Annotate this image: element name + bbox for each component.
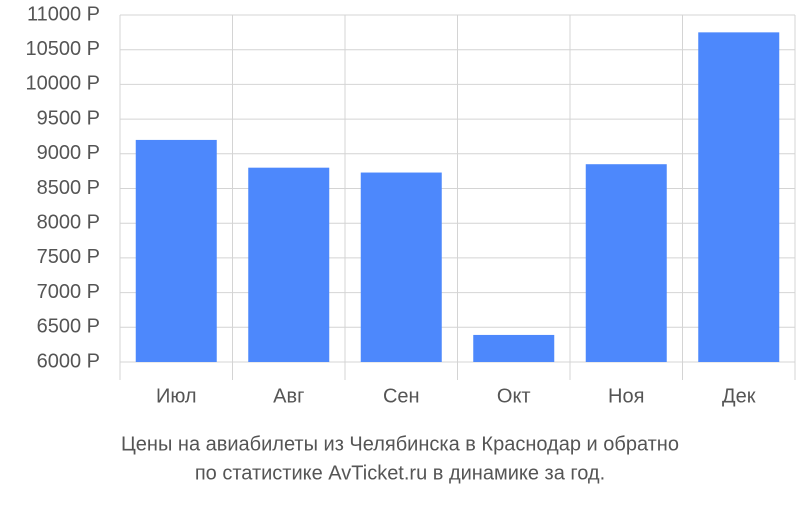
y-tick-label: 8000 Р — [37, 211, 100, 233]
y-tick-label: 10500 Р — [25, 38, 100, 60]
x-tick-label: Дек — [722, 385, 756, 407]
y-tick-label: 9000 Р — [37, 142, 100, 164]
bar — [473, 334, 555, 362]
chart-title: по статистике AvTicket.ru в динамике за … — [195, 462, 605, 484]
y-tick-label: 9500 Р — [37, 107, 100, 129]
x-tick-label: Ноя — [608, 385, 644, 407]
x-tick-label: Авг — [273, 385, 304, 407]
y-tick-label: 6000 Р — [37, 350, 100, 372]
bar — [135, 139, 217, 362]
y-tick-label: 6500 Р — [37, 316, 100, 338]
bar — [698, 32, 780, 362]
x-tick-label: Окт — [497, 385, 531, 407]
bar — [248, 167, 330, 362]
y-tick-label: 7000 Р — [37, 281, 100, 303]
y-tick-label: 11000 Р — [27, 3, 100, 25]
chart-title: Цены на авиабилеты из Челябинска в Красн… — [121, 433, 679, 455]
y-tick-label: 10000 Р — [25, 73, 100, 95]
bar — [585, 164, 667, 362]
x-tick-label: Июл — [156, 385, 197, 407]
y-tick-label: 8500 Р — [37, 177, 100, 199]
bar — [360, 172, 442, 362]
x-tick-label: Сен — [383, 385, 420, 407]
y-tick-label: 7500 Р — [37, 246, 100, 268]
